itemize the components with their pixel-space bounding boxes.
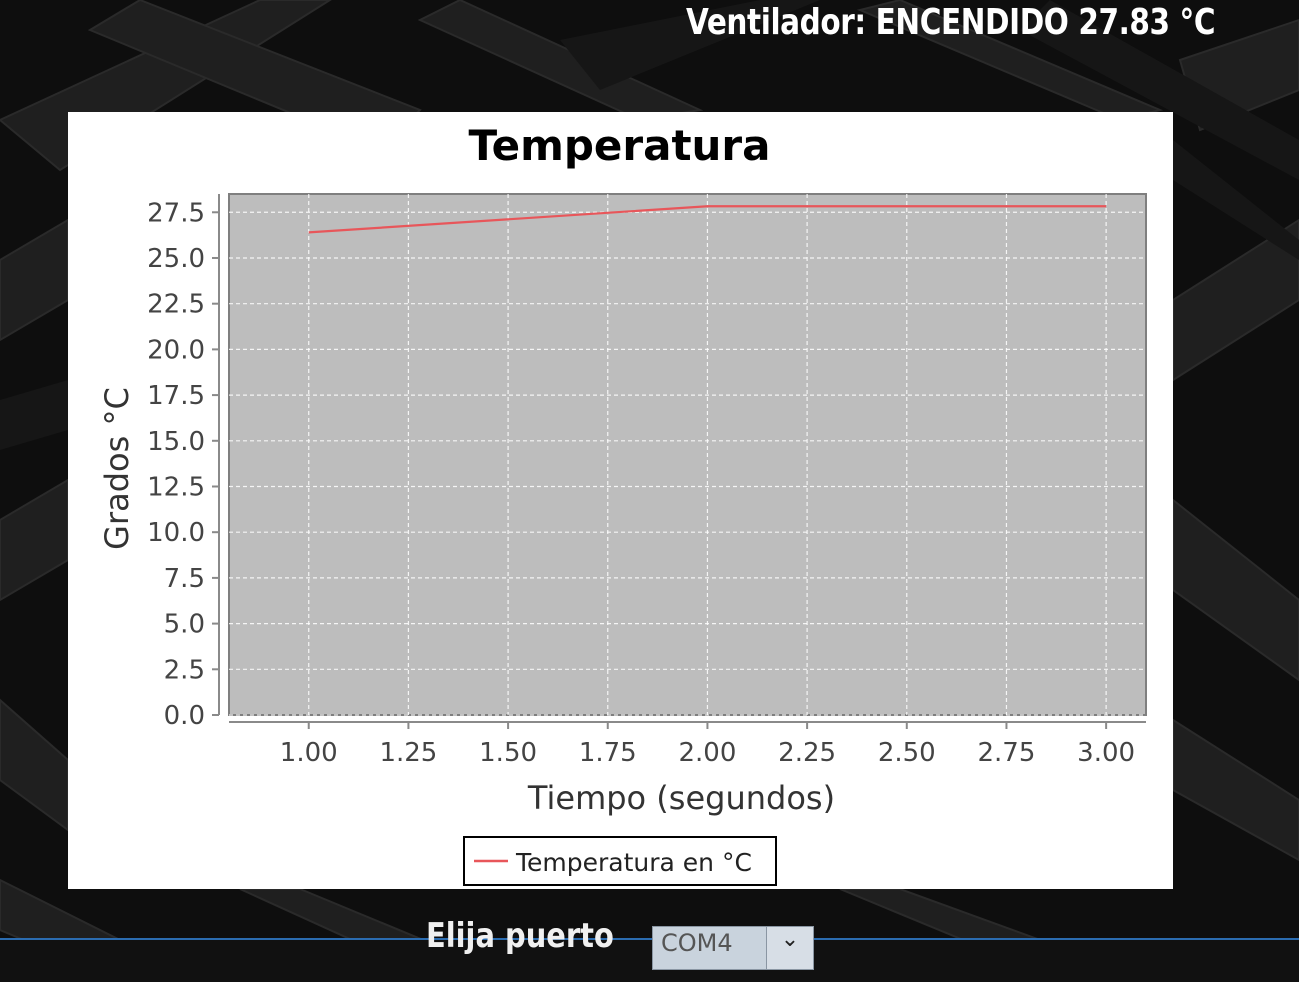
y-tick-label: 7.5: [164, 564, 205, 594]
x-tick-label: 2.25: [778, 738, 836, 768]
chart-title: Temperatura: [469, 121, 771, 170]
chevron-down-icon[interactable]: ⌄: [766, 927, 813, 969]
x-tick-label: 2.75: [978, 738, 1036, 768]
bottom-bar: [0, 938, 1299, 982]
y-axis-label: Grados °C: [98, 387, 136, 550]
y-tick-label: 2.5: [164, 655, 205, 685]
fan-status-text: Ventilador: ENCENDIDO 27.83 °C: [686, 2, 1215, 43]
x-tick-label: 2.00: [678, 738, 736, 768]
x-tick-label: 1.75: [579, 738, 637, 768]
legend-label: Temperatura en °C: [515, 848, 752, 877]
x-tick-label: 1.50: [479, 738, 537, 768]
temperature-chart: Temperatura 1.00 1.25 1.50 1.75 2.00 2.25 2.50 2…: [68, 112, 1173, 889]
y-tick-label: 0.0: [164, 701, 205, 731]
temperature-chart-panel: Temperatura 1.00 1.25 1.50 1.75 2.00 2.25 2.50 2…: [68, 112, 1173, 889]
port-select[interactable]: COM4 ⌄: [652, 926, 814, 970]
y-tick-label: 27.5: [147, 198, 205, 228]
plot-area: [229, 194, 1146, 715]
y-tick-label: 25.0: [147, 244, 205, 274]
y-tick-label: 17.5: [147, 381, 205, 411]
y-tick-label: 22.5: [147, 290, 205, 320]
y-tick-label: 20.0: [147, 335, 205, 365]
x-tick-label: 2.50: [878, 738, 936, 768]
x-tick-label: 1.25: [379, 738, 437, 768]
y-tick-label: 15.0: [147, 427, 205, 457]
y-tick-label: 10.0: [147, 518, 205, 548]
x-tick-label: 3.00: [1077, 738, 1135, 768]
y-tick-label: 5.0: [164, 610, 205, 640]
port-selected-value: COM4: [661, 929, 733, 957]
y-tick-label: 12.5: [147, 472, 205, 502]
x-tick-label: 1.00: [280, 738, 338, 768]
x-axis-label: Tiempo (segundos): [527, 779, 835, 817]
port-label: Elija puerto: [426, 916, 614, 956]
